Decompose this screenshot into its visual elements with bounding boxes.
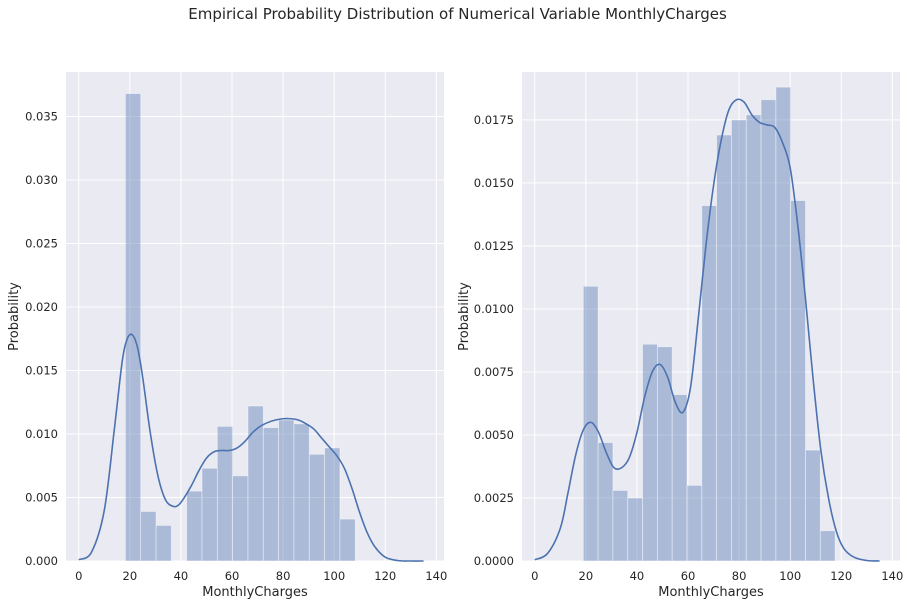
histogram-bar	[262, 427, 280, 562]
x-axis-label: MonthlyCharges	[202, 585, 308, 600]
histogram-bar	[124, 93, 142, 562]
y-tick-label: 0.030	[25, 173, 58, 187]
x-tick-label: 20	[123, 569, 138, 583]
x-tick-label: 80	[732, 569, 747, 583]
y-axis-label: Probability	[7, 282, 22, 351]
x-tick-label: 80	[276, 569, 291, 583]
histogram-bar	[308, 453, 325, 562]
histogram-bar	[216, 425, 234, 562]
y-tick-label: 0.000	[25, 554, 58, 568]
y-tick-label: 0.025	[25, 236, 58, 250]
histogram-bar	[339, 518, 356, 562]
histogram-bar	[819, 530, 836, 562]
histogram-bar	[186, 490, 203, 562]
x-tick-label: 60	[681, 569, 696, 583]
plot-background	[522, 72, 900, 561]
histogram-bar	[805, 449, 821, 562]
left-histogram-panel: 0 20 40 60 80 100 120 140 0.000 0.005 0.010 0.015 0.…	[7, 72, 447, 600]
y-tick-label: 0.0075	[474, 365, 514, 379]
x-tick-label: 0	[531, 569, 538, 583]
histogram-bar	[716, 134, 732, 562]
y-axis-label: Probability	[457, 282, 472, 351]
x-tick-label: 140	[425, 569, 447, 583]
kde-curve	[78, 333, 424, 562]
histogram-bar	[582, 285, 599, 562]
histogram-bar	[278, 419, 295, 562]
y-tick-label: 0.005	[25, 490, 58, 504]
y-tick-label: 0.035	[25, 109, 58, 123]
histogram-bar	[201, 467, 218, 562]
histogram-bar	[760, 99, 777, 562]
histogram-bar	[790, 200, 806, 562]
histogram-bar	[140, 511, 157, 562]
y-tick-label: 0.015	[25, 363, 58, 377]
y-tick-label: 0.0000	[474, 554, 514, 568]
y-tick-label: 0.0025	[474, 491, 514, 505]
histogram-bar	[745, 114, 762, 562]
y-tick-label: 0.0125	[474, 239, 514, 253]
histogram-bar	[324, 447, 341, 562]
histogram-bar	[656, 346, 673, 562]
histogram-bar	[671, 394, 688, 562]
y-tick-label: 0.020	[25, 300, 58, 314]
x-tick-label: 60	[225, 569, 240, 583]
histogram-bar	[293, 423, 310, 562]
y-tick-label: 0.0100	[474, 302, 514, 316]
figure-title: Empirical Probability Distribution of Nu…	[188, 5, 727, 23]
histogram-bar	[232, 475, 249, 562]
x-axis-label: MonthlyCharges	[658, 585, 764, 600]
histogram-bar	[627, 497, 643, 562]
histogram-bar	[686, 484, 703, 562]
histogram-bar	[731, 119, 747, 562]
x-tick-label: 140	[881, 569, 903, 583]
histogram-bar	[597, 442, 614, 562]
x-tick-label: 100	[323, 569, 345, 583]
right-histogram-panel: 0 20 40 60 80 100 120 140 0.0000 0.0025 0.0050 0.00…	[457, 72, 903, 600]
y-tick-label: 0.010	[25, 427, 58, 441]
y-tick-label: 0.0150	[474, 176, 514, 190]
histogram-bar	[155, 525, 172, 562]
x-tick-label: 120	[374, 569, 396, 583]
histogram-bar	[612, 490, 629, 562]
x-tick-label: 120	[830, 569, 852, 583]
y-tick-label: 0.0050	[474, 428, 514, 442]
x-tick-label: 40	[630, 569, 645, 583]
plot-background	[66, 72, 444, 561]
x-tick-label: 20	[579, 569, 594, 583]
x-tick-label: 40	[174, 569, 189, 583]
kde-curve	[534, 98, 880, 562]
x-tick-label: 0	[75, 569, 82, 583]
x-tick-label: 100	[779, 569, 801, 583]
y-tick-label: 0.0175	[474, 113, 514, 127]
